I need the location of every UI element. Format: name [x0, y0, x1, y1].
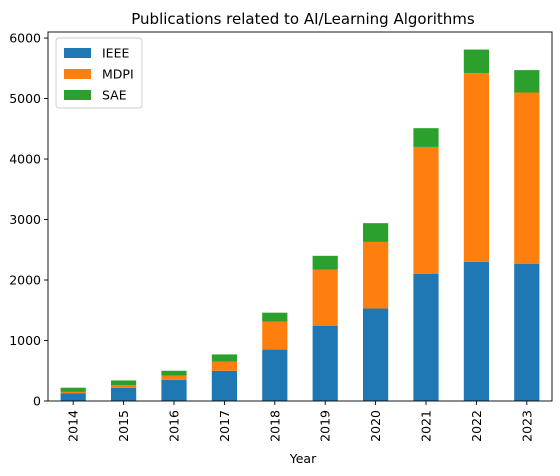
bar-sae-2021 — [413, 128, 439, 147]
bar-ieee-2021 — [413, 273, 439, 401]
x-tick-label: 2015 — [116, 410, 131, 442]
bar-ieee-2015 — [111, 387, 137, 401]
bar-ieee-2019 — [312, 325, 338, 401]
x-tick-label: 2016 — [167, 410, 182, 442]
bar-ieee-2017 — [211, 370, 237, 401]
bar-ieee-2022 — [463, 261, 489, 401]
bar-sae-2016 — [161, 370, 187, 376]
bar-mdpi-2019 — [312, 269, 338, 326]
x-tick-label: 2019 — [318, 410, 333, 442]
y-tick-label: 5000 — [9, 91, 41, 106]
bar-ieee-2018 — [262, 349, 288, 401]
bar-mdpi-2017 — [211, 361, 237, 371]
legend-label-mdpi: MDPI — [102, 67, 134, 82]
legend-swatch-sae — [64, 90, 91, 100]
bar-sae-2022 — [463, 49, 489, 74]
y-tick-label: 1000 — [9, 333, 41, 348]
chart-title: Publications related to AI/Learning Algo… — [131, 10, 475, 28]
bar-sae-2014 — [60, 387, 86, 392]
y-tick-label: 0 — [33, 394, 41, 409]
bar-mdpi-2022 — [463, 73, 489, 262]
y-tick-label: 6000 — [9, 31, 41, 46]
x-tick-label: 2022 — [469, 410, 484, 442]
legend: IEEE MDPI SAE — [55, 37, 143, 109]
legend-label-sae: SAE — [102, 88, 127, 103]
axes-group — [47, 31, 553, 402]
bar-mdpi-2018 — [262, 321, 288, 350]
bar-sae-2015 — [111, 380, 137, 386]
plot-frame — [47, 31, 553, 402]
legend-swatch-ieee — [64, 48, 91, 58]
bar-mdpi-2014 — [60, 391, 86, 394]
bar-mdpi-2020 — [363, 241, 389, 309]
y-tick-label: 2000 — [9, 273, 41, 288]
y-ticks-group: 0 1000 2000 3000 4000 5000 6000 — [9, 31, 48, 409]
x-tick-label: 2023 — [519, 410, 534, 442]
x-tick-label: 2018 — [267, 410, 282, 442]
y-tick-label: 4000 — [9, 152, 41, 167]
y-tick-label: 3000 — [9, 212, 41, 227]
bar-mdpi-2016 — [161, 375, 187, 380]
x-axis-label: Year — [289, 451, 317, 466]
x-tick-label: 2014 — [66, 410, 81, 442]
bar-ieee-2023 — [514, 263, 540, 401]
bar-sae-2023 — [514, 70, 540, 93]
bar-ieee-2016 — [161, 379, 187, 401]
bar-sae-2017 — [211, 354, 237, 362]
bar-ieee-2014 — [60, 393, 86, 401]
bar-mdpi-2021 — [413, 146, 439, 274]
legend-swatch-mdpi — [64, 69, 91, 79]
x-tick-label: 2020 — [368, 410, 383, 442]
bar-mdpi-2023 — [514, 92, 540, 264]
legend-label-ieee: IEEE — [102, 46, 129, 61]
x-tick-label: 2017 — [217, 410, 232, 442]
x-tick-label: 2021 — [419, 410, 434, 442]
x-ticks-group: 2014 2015 2016 2017 2018 2019 2020 2021 2022 2023 — [66, 401, 534, 442]
bar-sae-2019 — [312, 255, 338, 270]
bar-mdpi-2015 — [111, 385, 137, 388]
bar-sae-2020 — [363, 223, 389, 242]
bar-ieee-2020 — [363, 308, 389, 401]
bar-sae-2018 — [262, 312, 288, 322]
bars-group — [60, 49, 540, 401]
